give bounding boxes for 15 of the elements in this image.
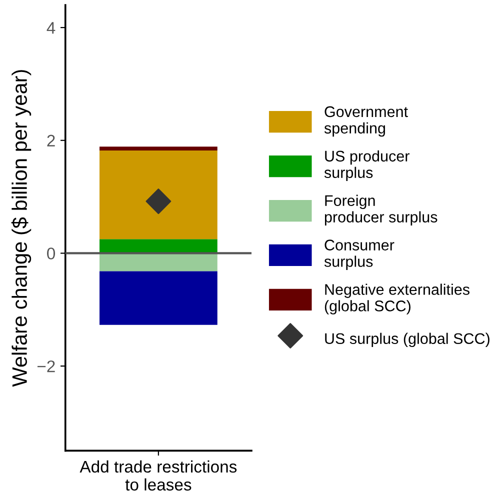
legend-label: US surplus (global SCC): [325, 332, 490, 348]
y-tick-label: 2: [47, 134, 55, 146]
bar: [100, 271, 218, 325]
legend-label: Government spending: [324, 106, 408, 137]
bar: [100, 253, 218, 272]
y-tick-label: 0: [47, 248, 56, 260]
y-tick-label: 4: [46, 22, 56, 34]
legend-label: Consumer surplus: [324, 240, 394, 270]
bar: [100, 146, 218, 151]
y-tick-label: −2: [37, 360, 55, 372]
legend-label: US producer surplus: [324, 150, 410, 182]
legend-label: Negative externalities (global SCC): [324, 284, 470, 314]
x-tick-label: Add trade restrictions to leases: [80, 460, 237, 491]
legend-label: Foreign producer surplus: [324, 194, 438, 226]
y-axis-title: Welfare change ($ billion per year): [11, 70, 32, 387]
